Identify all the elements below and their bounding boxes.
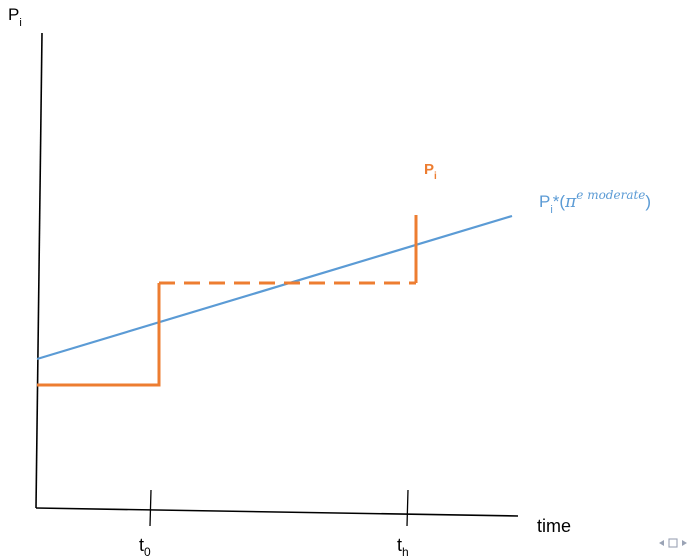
y-axis-label: Pi — [8, 5, 22, 29]
tick-mark-t0 — [149, 489, 152, 527]
left-triangle-icon[interactable] — [659, 540, 664, 546]
frame-box-icon[interactable] — [668, 538, 678, 548]
slide-navigation — [659, 538, 687, 548]
x-axis — [35, 507, 519, 517]
tick-mark-th — [406, 489, 409, 527]
price-path-label: Pi — [424, 161, 437, 182]
tick-label-th: th — [397, 535, 409, 556]
price-path-solid — [37, 283, 161, 387]
target-price-line — [36, 214, 513, 361]
x-axis-label: time — [537, 516, 571, 536]
y-axis — [35, 32, 43, 509]
right-triangle-icon[interactable] — [682, 540, 687, 546]
tick-label-t0: t0 — [139, 535, 151, 556]
target-price-label: Pi*(πe moderate) — [539, 188, 651, 216]
